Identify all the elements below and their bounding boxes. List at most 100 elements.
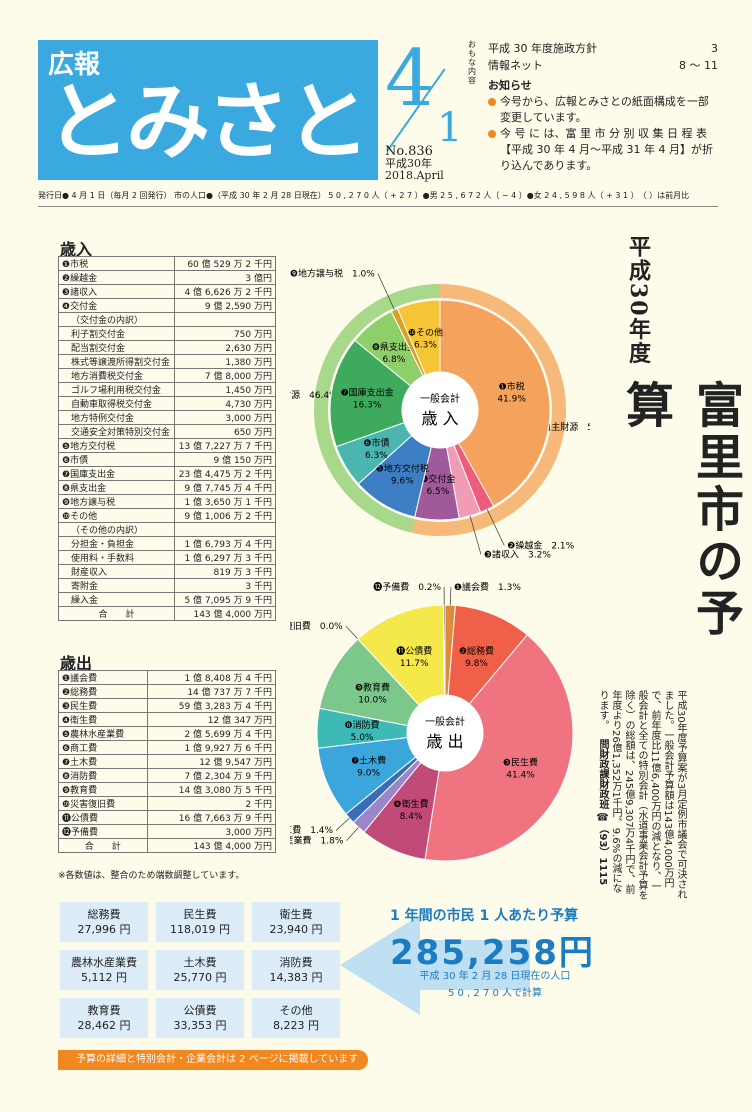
toc-item[interactable]: 平成 30 年度施政方針 3 (488, 40, 718, 57)
box-value: 33,353 円 (173, 1019, 227, 1032)
box-label: 土木費 (183, 956, 217, 969)
notice-item: 今号から、広報とみさとの紙面構成を一部変更しています。 (488, 94, 718, 126)
row-value: 5 億 7,095 万 9 千円 (173, 592, 277, 607)
per-capita-box: 教育費 28,462 円 (60, 998, 148, 1038)
row-value: 13 億 7,227 万 7 千円 (173, 438, 277, 453)
slice-value: 8.4% (400, 812, 423, 822)
row-label: 自動車取得税交付金 (58, 396, 175, 411)
row-label: 使用料・手数料 (58, 550, 175, 565)
leader-line (346, 827, 359, 841)
table-row: 財産収入 819 万 3 千円 (58, 564, 277, 579)
row-value: 1 億 8,408 万 4 千円 (146, 670, 277, 685)
slice-label: ❿その他 (408, 326, 443, 338)
table-row: （その他の内訳） (58, 522, 277, 537)
row-label: ❺地方交付税 (58, 438, 175, 453)
slice-label: ❾教育費 (355, 682, 390, 694)
slice-label: ❻市債 (363, 437, 389, 449)
notice-item: 今 号 に は、富 里 市 分 別 収 集 日 程 表【平成 30 年 4 月〜… (488, 126, 718, 174)
box-value: 8,223 円 (273, 1019, 319, 1032)
row-label: ❶議会費 (58, 670, 148, 685)
ring-label: 依存財源 46.4% (290, 389, 338, 401)
total-row: 合 計 143 億 4,000 万円 (58, 606, 277, 621)
slice-callout: ❾地方譲与税 1.0% (290, 267, 375, 279)
feature-contact: 問財政課財政班 ☎（93）1115 (597, 739, 608, 886)
table-row: 自動車取得税交付金 4,730 万円 (58, 396, 277, 411)
table-row: ⓬予備費 3,000 万円 (58, 824, 277, 839)
table-row: 株式等譲渡所得割交付金 1,380 万円 (58, 354, 277, 369)
row-value: 3,000 万円 (146, 824, 277, 839)
expenditure-pie-chart: ❶議会費 1.3% ❷総務費 9.8% ❸民生費 41.4% ❹衛生費 8.4% ❺農林水産業… (290, 581, 574, 862)
box-value: 118,019 円 (170, 923, 230, 936)
row-value (173, 522, 277, 537)
row-value: 14 億 737 万 7 千円 (146, 684, 277, 699)
slice-label: ❼国庫支出金 (341, 386, 394, 398)
row-value: 9 億 7,745 万 4 千円 (173, 480, 277, 495)
slice-value: 9.8% (465, 659, 488, 669)
table-row: ❸諸収入 4 億 6,626 万 2 千円 (58, 284, 277, 299)
table-row: 分担金・負担金 1 億 6,793 万 4 千円 (58, 536, 277, 551)
slice-callout: ❷繰越金 2.1% (507, 540, 574, 552)
table-of-contents: 平成 30 年度施政方針 3 情報ネット 8 〜 11 (488, 40, 718, 74)
row-value: 3 億円 (173, 270, 277, 285)
per-capita-box: 農林水産業費 5,112 円 (60, 950, 148, 990)
box-value: 14,383 円 (269, 971, 323, 984)
table-row: ❿災害復旧費 2 千円 (58, 796, 277, 811)
table-row: ⓫公債費 16 億 7,663 万 9 千円 (58, 810, 277, 825)
row-value: 650 万円 (173, 424, 277, 439)
ring-segment (314, 284, 440, 533)
slice-label: ❹交付金 (420, 473, 455, 485)
row-label: ⓬予備費 (58, 824, 148, 839)
box-label: 公債費 (183, 1004, 217, 1017)
slice-label: ❺地方交付税 (376, 463, 429, 475)
row-value: 2 億 5,699 万 4 千円 (146, 726, 277, 741)
table-row: ❸民生費 59 億 3,283 万 4 千円 (58, 698, 277, 713)
slice-value: 6.3% (365, 451, 388, 461)
per-capita-note-line: 5 0 , 2 7 0 人で計算 (447, 988, 543, 999)
population-info-bar: 発行日● 4 月 1 日（毎月 2 回発行） 市の人口●（平成 30 年 2 月… (38, 191, 690, 200)
slice-label: ❸民生費 (503, 756, 538, 768)
issue-date: 4 1 (385, 40, 475, 152)
table-row: ❻市債 9 億 150 万円 (58, 452, 277, 467)
revenue-table: ❶市税 60 億 529 万 2 千円 ❷繰越金 3 億円 ❸諸収入 4 億 6,626 … (58, 256, 277, 621)
row-value: 59 億 3,283 万 4 千円 (146, 698, 277, 713)
table-row: ❺地方交付税 13 億 7,227 万 7 千円 (58, 438, 277, 453)
row-label: ❾教育費 (58, 782, 148, 797)
row-label: ❻市債 (58, 452, 175, 467)
row-label: ❹交付金 (58, 298, 175, 313)
row-value: 12 億 347 万円 (146, 712, 277, 727)
slice-label: ❽消防費 (345, 719, 380, 731)
leader-line (449, 587, 452, 606)
row-label: ゴルフ場利用税交付金 (58, 382, 175, 397)
toc-item[interactable]: 情報ネット 8 〜 11 (488, 57, 718, 74)
row-label: ❿その他 (58, 508, 175, 523)
slice-callout: ❶議会費 1.3% (454, 581, 521, 593)
table-row: 配当割交付金 2,630 万円 (58, 340, 277, 355)
rounding-note: ※各数値は、整合のため端数調整しています。 (58, 871, 245, 881)
leader-line (335, 817, 350, 831)
per-capita-note: 平成 30 年 2 月 28 日現在の人口 5 0 , 2 7 0 人で計算 (395, 968, 595, 1002)
table-row: 地方特例交付金 3,000 万円 (58, 410, 277, 425)
table-row: 寄附金 3 千円 (58, 578, 277, 593)
row-label: ❽県支出金 (58, 480, 175, 495)
table-row: （交付金の内訳） (58, 312, 277, 327)
per-capita-note-line: 平成 30 年 2 月 28 日現在の人口 (419, 971, 571, 982)
row-label: ❷繰越金 (58, 270, 175, 285)
feature-title: 富里市の予算 (617, 380, 743, 640)
row-label: ❼国庫支出金 (58, 466, 175, 481)
table-row: ❾教育費 14 億 3,080 万 5 千円 (58, 782, 277, 797)
row-value: 14 億 3,080 万 5 千円 (146, 782, 277, 797)
slice-label: ❹衛生費 (394, 798, 429, 810)
slice-value: 6.8% (382, 355, 405, 365)
table-row: ❺農林水産業費 2 億 5,699 万 4 千円 (58, 726, 277, 741)
slice-value: 6.3% (414, 340, 437, 350)
row-value: 4,730 万円 (173, 396, 277, 411)
box-label: 教育費 (87, 1004, 121, 1017)
row-label: 配当割交付金 (58, 340, 175, 355)
toc-label: おもな内容 (468, 40, 476, 85)
bullet-icon (488, 98, 496, 106)
issue-day: 1 (437, 105, 463, 151)
box-value: 25,770 円 (173, 971, 227, 984)
row-value: 1,380 万円 (173, 354, 277, 369)
row-label: ❾地方譲与税 (58, 494, 175, 509)
table-row: ❷繰越金 3 億円 (58, 270, 277, 285)
